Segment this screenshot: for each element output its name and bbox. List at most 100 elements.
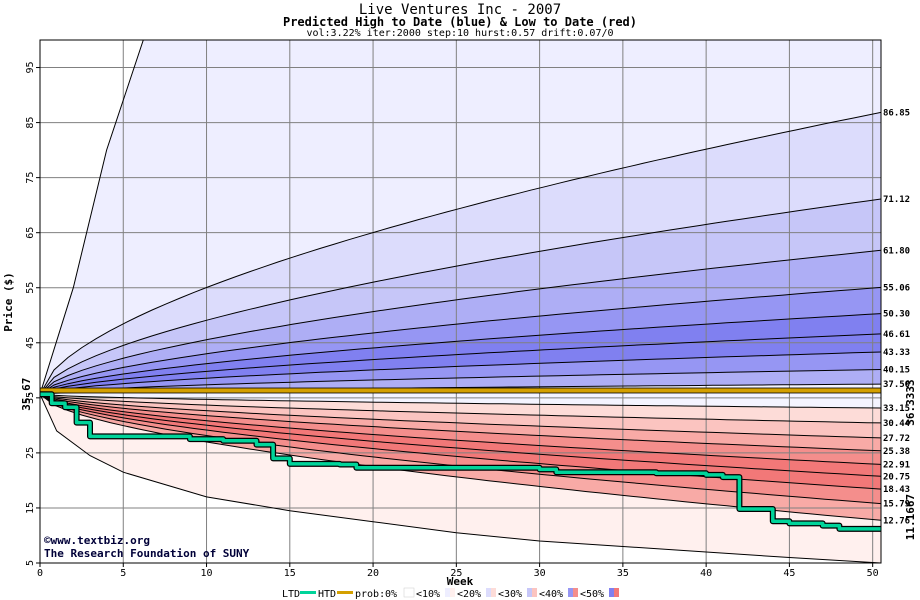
band-blue-3 [40, 250, 881, 395]
x-tick-label: 15 [284, 568, 296, 579]
percentile-curve [40, 313, 881, 395]
chart-title: Live Ventures Inc - 2007 [358, 2, 562, 18]
band-red-5 [40, 394, 881, 477]
band-blue-7 [40, 352, 881, 395]
current-price-label: 36.3333 [904, 379, 917, 425]
legend-p50-swatch-blue [609, 588, 614, 597]
credit-website: ©www.textbiz.org [44, 534, 150, 547]
legend-p30: <30% [498, 589, 522, 600]
last-price-label: 11.1667 [904, 494, 917, 540]
percentile-end-label: 55.06 [883, 283, 910, 293]
legend-prob: prob: [355, 589, 385, 600]
percentile-curve [40, 393, 881, 424]
legend: LTD HTD prob: 0% <10% <20% <30% <40% <50… [282, 587, 619, 600]
percentile-end-label: 37.50 [883, 380, 910, 390]
percentile-end-label: 86.85 [883, 108, 910, 118]
legend-ltd: LTD [282, 589, 300, 600]
percentile-curve [40, 198, 881, 395]
legend-p10-swatch-red [450, 588, 455, 597]
percentile-curve [40, 393, 881, 477]
chart-parameters: vol:3.22% iter:2000 step:10 hurst:0.57 d… [306, 28, 614, 39]
percentile-end-label: 43.33 [883, 348, 910, 358]
htd-line [40, 392, 881, 531]
percentile-end-label: 61.80 [883, 246, 910, 256]
band-red-8 [40, 394, 881, 521]
x-tick-label: 50 [867, 568, 879, 579]
percentile-end-label: 15.79 [883, 500, 910, 510]
y-tick-label: 95 [25, 62, 36, 74]
band-red-3 [40, 394, 881, 451]
legend-p50-swatch-red [614, 588, 619, 597]
y-tick-label: 85 [25, 117, 36, 129]
percentile-end-label: 33.15 [883, 404, 910, 414]
percentile-curve [40, 393, 881, 439]
x-tick-label: 35 [617, 568, 629, 579]
band-red-outer [40, 394, 881, 563]
x-tick-label: 30 [534, 568, 546, 579]
y-tick-label: 55 [25, 282, 36, 294]
envelope-upper [40, 40, 144, 395]
y-tick-label: 5 [25, 560, 36, 566]
legend-p10: <10% [416, 589, 440, 600]
x-axis-label: Week [447, 575, 474, 588]
percentile-end-label: 40.15 [883, 365, 910, 375]
band-blue-outer [40, 40, 881, 395]
band-blue-2 [40, 199, 881, 395]
x-tick-label: 5 [120, 568, 126, 579]
y-tick-label: 35 [25, 392, 36, 404]
y-tick-label: 75 [25, 172, 36, 184]
legend-p40: <40% [539, 589, 563, 600]
legend-htd: HTD [318, 589, 336, 600]
chart-subtitle: Predicted High to Date (blue) & Low to D… [282, 15, 637, 29]
credit-organization: The Research Foundation of SUNY [44, 547, 250, 560]
y-axis-label: Price ($) [2, 272, 15, 332]
legend-p20-swatch-blue [486, 588, 491, 597]
current-price-line [40, 387, 881, 394]
x-tick-label: 40 [700, 568, 712, 579]
percentile-end-label: 18.43 [883, 485, 910, 495]
x-tick-label: 25 [450, 568, 462, 579]
percentile-curve [40, 369, 881, 395]
envelope-lower [40, 393, 881, 563]
percentile-curve [40, 393, 881, 465]
legend-p0-swatch [403, 587, 415, 598]
legend-p30-swatch-blue [527, 588, 532, 597]
percentile-end-label: 20.75 [883, 472, 910, 482]
plot-frame [39, 39, 882, 564]
x-tick-label: 10 [201, 568, 213, 579]
percentile-curve [40, 286, 881, 395]
x-tick-label: 45 [783, 568, 795, 579]
percentile-end-label: 46.61 [883, 330, 910, 340]
x-tick-label: 0 [37, 568, 43, 579]
y-tick-label: 45 [25, 337, 36, 349]
percentile-end-label: 12.76 [883, 516, 910, 526]
band-red-4 [40, 394, 881, 465]
percentile-end-label: 22.91 [883, 460, 910, 470]
x-axis-ticks: 0 5 10 15 20 25 30 35 40 45 50 [37, 563, 879, 579]
band-blue-6 [40, 333, 881, 395]
legend-p0: 0% [385, 589, 397, 600]
y-tick-label: 25 [25, 447, 36, 459]
legend-p20: <20% [457, 589, 481, 600]
x-tick-label: 20 [367, 568, 379, 579]
band-blue-1 [40, 112, 881, 395]
legend-p40-swatch-blue [568, 588, 573, 597]
percentile-end-label: 50.30 [883, 310, 910, 320]
y-tick-label: 15 [25, 502, 36, 514]
percentile-curve [40, 333, 881, 395]
legend-p20-swatch-red [491, 588, 496, 597]
band-red-1 [40, 394, 881, 423]
legend-current-swatch [337, 591, 353, 594]
percentile-curve [40, 351, 881, 395]
percentile-end-label: 27.72 [883, 434, 910, 444]
legend-p50: <50% [580, 589, 604, 600]
percentile-curve [40, 111, 881, 395]
band-red-2 [40, 394, 881, 438]
percentile-curve [40, 393, 881, 409]
percentile-end-label: 30.44 [883, 419, 911, 429]
start-price-label: 35.67 [20, 378, 33, 411]
percentile-bands [40, 40, 881, 563]
legend-p30-swatch-red [532, 588, 537, 597]
percentile-end-labels: 86.85 71.12 61.80 55.06 50.30 46.61 43.33 40.15… [883, 108, 911, 526]
